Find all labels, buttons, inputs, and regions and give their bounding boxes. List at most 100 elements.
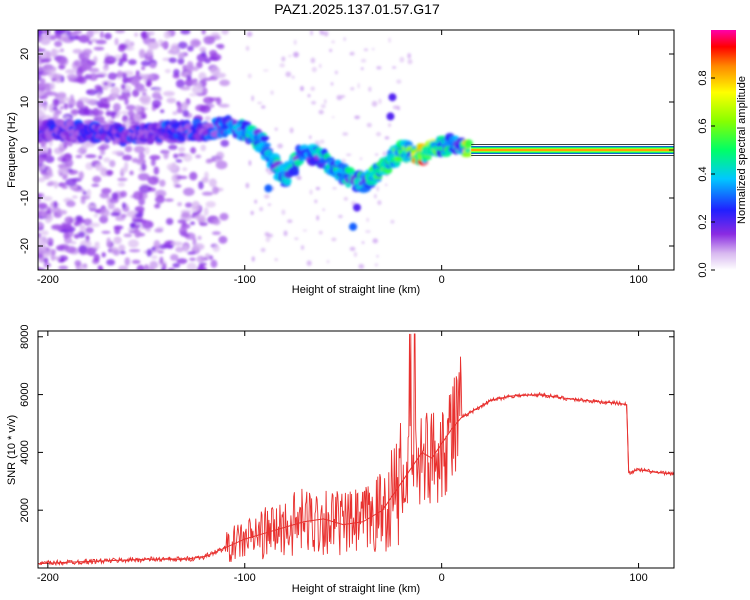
noise-blob — [205, 159, 213, 164]
y-tick-label: 8000 — [19, 325, 31, 349]
noise-blob — [106, 237, 111, 247]
noise-blob — [307, 94, 311, 98]
noise-blob — [175, 159, 183, 163]
noise-blob — [138, 152, 145, 161]
noise-blob — [205, 201, 216, 208]
noise-blob — [115, 30, 126, 34]
noise-blob — [189, 171, 198, 181]
x-tick-label: 0 — [439, 274, 445, 286]
y-tick-label: 0 — [19, 147, 31, 153]
noise-blob — [201, 191, 214, 196]
noise-blob — [382, 151, 387, 157]
noise-blob — [167, 50, 174, 54]
noise-blob — [314, 199, 318, 204]
noise-blob — [118, 57, 128, 63]
noise-blob — [141, 73, 154, 80]
noise-blob — [204, 115, 211, 121]
noise-blob — [38, 48, 46, 52]
noise-blob — [134, 104, 142, 113]
noise-blob — [203, 207, 209, 217]
noise-blob — [261, 105, 266, 109]
noise-blob — [89, 222, 101, 228]
noise-blob — [177, 202, 183, 207]
noise-blob — [54, 49, 61, 54]
noise-blob — [376, 132, 382, 137]
noise-blob — [159, 41, 167, 48]
noise-blob — [102, 64, 109, 72]
noise-blob — [196, 255, 205, 263]
noise-blob — [38, 166, 46, 172]
noise-blob — [311, 100, 317, 105]
noise-blob — [57, 167, 70, 177]
noise-blob — [65, 178, 77, 187]
snr-xlabel: Height of straight line (km) — [292, 583, 420, 595]
noise-blob — [63, 231, 70, 240]
noise-blob — [137, 173, 150, 181]
x-tick-label: -100 — [234, 274, 256, 286]
colorbar-tick-label: 0.0 — [697, 262, 709, 277]
ridge-blob — [288, 166, 300, 175]
noise-blob — [120, 83, 126, 90]
noise-blob — [173, 69, 180, 76]
noise-blob — [331, 40, 335, 44]
noise-blob — [78, 34, 91, 43]
noise-blob — [73, 59, 82, 67]
noise-blob — [262, 69, 269, 72]
steady-band — [471, 146, 674, 154]
noise-blob — [336, 94, 343, 101]
noise-blob — [207, 56, 219, 61]
noise-blob — [140, 60, 150, 67]
noise-blob — [309, 135, 312, 139]
noise-blob — [267, 203, 272, 206]
noise-blob — [100, 168, 110, 177]
feature-blob — [349, 222, 358, 231]
noise-blob — [330, 82, 334, 86]
ridge-blob — [263, 142, 271, 148]
noise-blob — [318, 109, 324, 115]
chart-title: PAZ1.2025.137.01.57.G17 — [274, 1, 440, 17]
noise-blob — [100, 208, 110, 218]
noise-blob — [38, 90, 44, 97]
noise-blob — [135, 70, 140, 77]
noise-blob — [138, 48, 146, 58]
noise-blob — [131, 219, 144, 223]
noise-blob — [178, 146, 186, 153]
noise-blob — [392, 66, 397, 69]
noise-blob — [144, 146, 150, 155]
noise-blob — [128, 249, 141, 253]
noise-blob — [164, 68, 171, 74]
noise-blob — [97, 145, 107, 151]
noise-blob — [363, 48, 369, 52]
noise-blob — [121, 202, 127, 209]
noise-blob — [187, 45, 194, 52]
noise-blob — [221, 30, 229, 35]
noise-blob — [397, 105, 401, 111]
noise-blob — [182, 109, 189, 118]
noise-blob — [199, 222, 208, 227]
noise-blob — [208, 178, 217, 188]
noise-blob — [175, 246, 185, 253]
noise-blob — [140, 113, 147, 120]
noise-blob — [88, 73, 98, 81]
noise-blob — [287, 219, 293, 224]
noise-blob — [38, 202, 48, 210]
noise-blob — [48, 180, 55, 186]
noise-blob — [293, 51, 299, 58]
noise-blob — [147, 175, 159, 185]
noise-blob — [346, 153, 352, 156]
noise-blob — [149, 154, 161, 161]
ridge-blob — [282, 176, 292, 185]
noise-blob — [98, 265, 104, 270]
noise-blob — [150, 255, 158, 260]
noise-blob — [319, 30, 325, 36]
noise-blob — [38, 86, 45, 91]
colorbar-tick-label: 0.8 — [697, 70, 709, 85]
noise-blob — [112, 236, 122, 245]
noise-blob — [40, 211, 48, 218]
noise-blob — [309, 189, 313, 195]
noise-blob — [86, 30, 94, 38]
noise-blob — [251, 256, 255, 262]
colorbar-ticks: 0.0 0.2 0.4 0.6 0.8 — [697, 70, 715, 278]
noise-blob — [38, 30, 43, 37]
